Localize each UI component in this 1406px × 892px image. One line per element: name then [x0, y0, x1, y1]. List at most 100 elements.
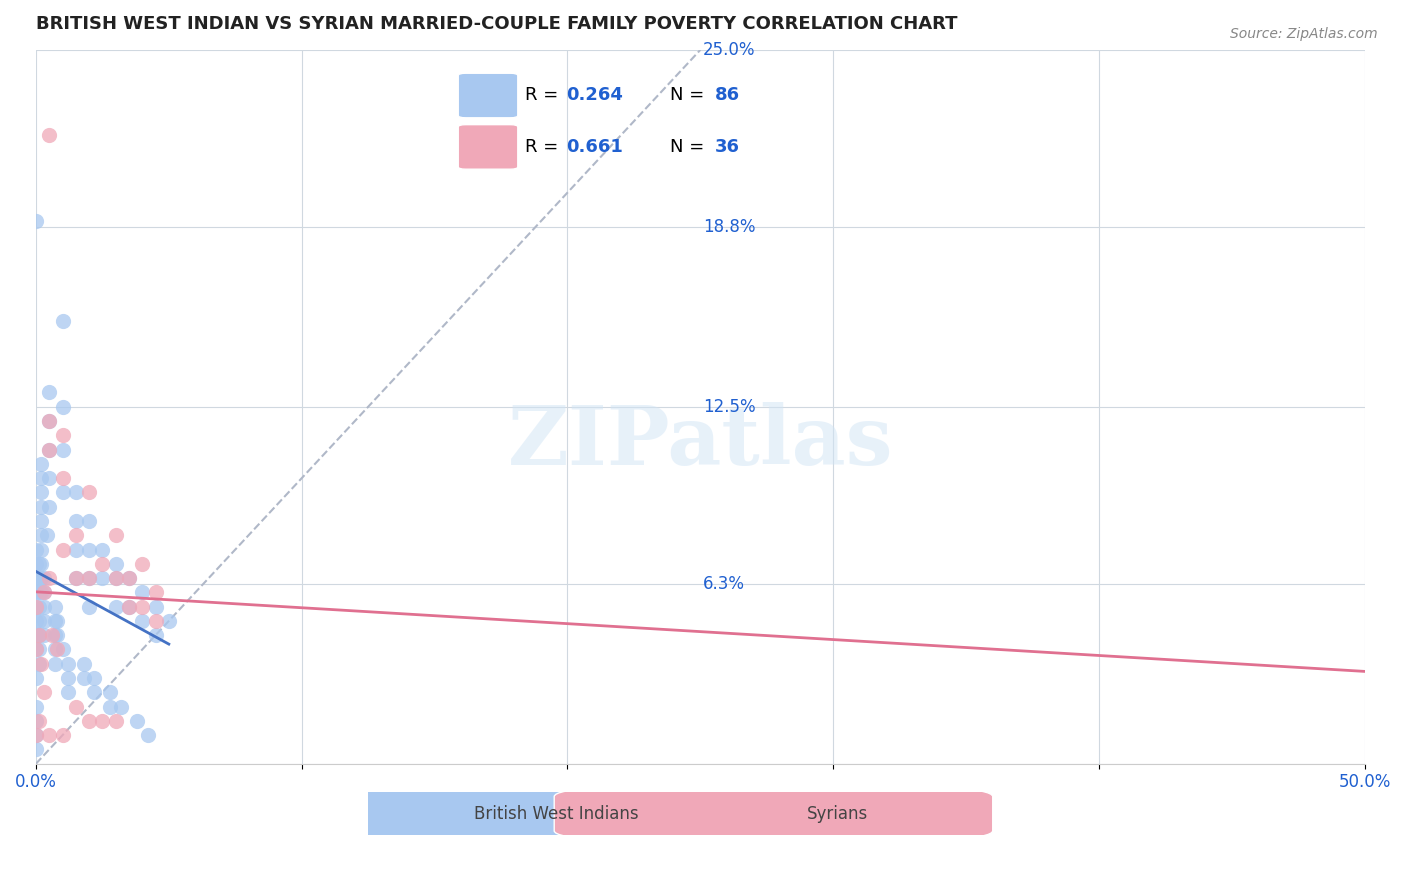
Point: [32, 585, 55, 599]
Point: [25, 642, 48, 657]
Point: [65, 528, 87, 542]
Text: BRITISH WEST INDIAN VS SYRIAN MARRIED-COUPLE FAMILY POVERTY CORRELATION CHART: BRITISH WEST INDIAN VS SYRIAN MARRIED-CO…: [37, 15, 957, 33]
Point: [51, 314, 73, 328]
Point: [25, 557, 48, 571]
Point: [46, 614, 69, 628]
Text: Source: ZipAtlas.com: Source: ZipAtlas.com: [1230, 27, 1378, 41]
Point: [25, 671, 48, 685]
Text: ZIPatlas: ZIPatlas: [508, 402, 893, 483]
Point: [25, 542, 48, 557]
Point: [25, 614, 48, 628]
Point: [65, 571, 87, 585]
Point: [38, 571, 60, 585]
Point: [51, 485, 73, 500]
Point: [25, 214, 48, 228]
Point: [25, 728, 48, 742]
Point: [27, 599, 49, 614]
Point: [77, 571, 100, 585]
Point: [51, 442, 73, 457]
Point: [51, 542, 73, 557]
Point: [46, 628, 69, 642]
Point: [27, 614, 49, 628]
Point: [157, 614, 180, 628]
Point: [131, 614, 153, 628]
Point: [44, 642, 66, 657]
Point: [25, 599, 48, 614]
Point: [91, 571, 114, 585]
Text: 25.0%: 25.0%: [703, 41, 755, 59]
Point: [65, 514, 87, 528]
Point: [38, 128, 60, 143]
Point: [25, 585, 48, 599]
Point: [30, 542, 52, 557]
Point: [51, 471, 73, 485]
Point: [125, 714, 148, 728]
Point: [32, 599, 55, 614]
Point: [83, 671, 105, 685]
Point: [25, 714, 48, 728]
Point: [77, 571, 100, 585]
Point: [27, 628, 49, 642]
Point: [136, 728, 159, 742]
Point: [131, 599, 153, 614]
Point: [30, 514, 52, 528]
Point: [44, 628, 66, 642]
Point: [38, 442, 60, 457]
Point: [104, 571, 127, 585]
Point: [145, 614, 167, 628]
Point: [145, 628, 167, 642]
Point: [91, 542, 114, 557]
Text: 12.5%: 12.5%: [703, 398, 755, 416]
Point: [51, 728, 73, 742]
Point: [131, 585, 153, 599]
Point: [27, 628, 49, 642]
Point: [110, 699, 132, 714]
Point: [38, 442, 60, 457]
Point: [145, 585, 167, 599]
Point: [30, 471, 52, 485]
Point: [104, 599, 127, 614]
Point: [104, 714, 127, 728]
Point: [73, 671, 96, 685]
Point: [104, 557, 127, 571]
Point: [77, 714, 100, 728]
Point: [65, 542, 87, 557]
Point: [56, 685, 79, 699]
Point: [25, 571, 48, 585]
Point: [30, 657, 52, 671]
Point: [25, 699, 48, 714]
Point: [30, 457, 52, 471]
Point: [25, 599, 48, 614]
Point: [118, 571, 141, 585]
Point: [27, 557, 49, 571]
Point: [56, 671, 79, 685]
Point: [44, 657, 66, 671]
Point: [65, 485, 87, 500]
Point: [27, 642, 49, 657]
Point: [145, 599, 167, 614]
Point: [30, 571, 52, 585]
Point: [38, 471, 60, 485]
Point: [73, 657, 96, 671]
Point: [118, 599, 141, 614]
Point: [25, 642, 48, 657]
Point: [27, 585, 49, 599]
Point: [35, 528, 58, 542]
Point: [32, 614, 55, 628]
Point: [30, 585, 52, 599]
Point: [27, 571, 49, 585]
Point: [98, 685, 121, 699]
Point: [104, 528, 127, 542]
Point: [27, 657, 49, 671]
Point: [77, 542, 100, 557]
Point: [32, 571, 55, 585]
Point: [44, 614, 66, 628]
Point: [65, 699, 87, 714]
Point: [98, 699, 121, 714]
Point: [131, 557, 153, 571]
Point: [118, 599, 141, 614]
Point: [65, 571, 87, 585]
Point: [27, 714, 49, 728]
Point: [30, 557, 52, 571]
Point: [44, 599, 66, 614]
